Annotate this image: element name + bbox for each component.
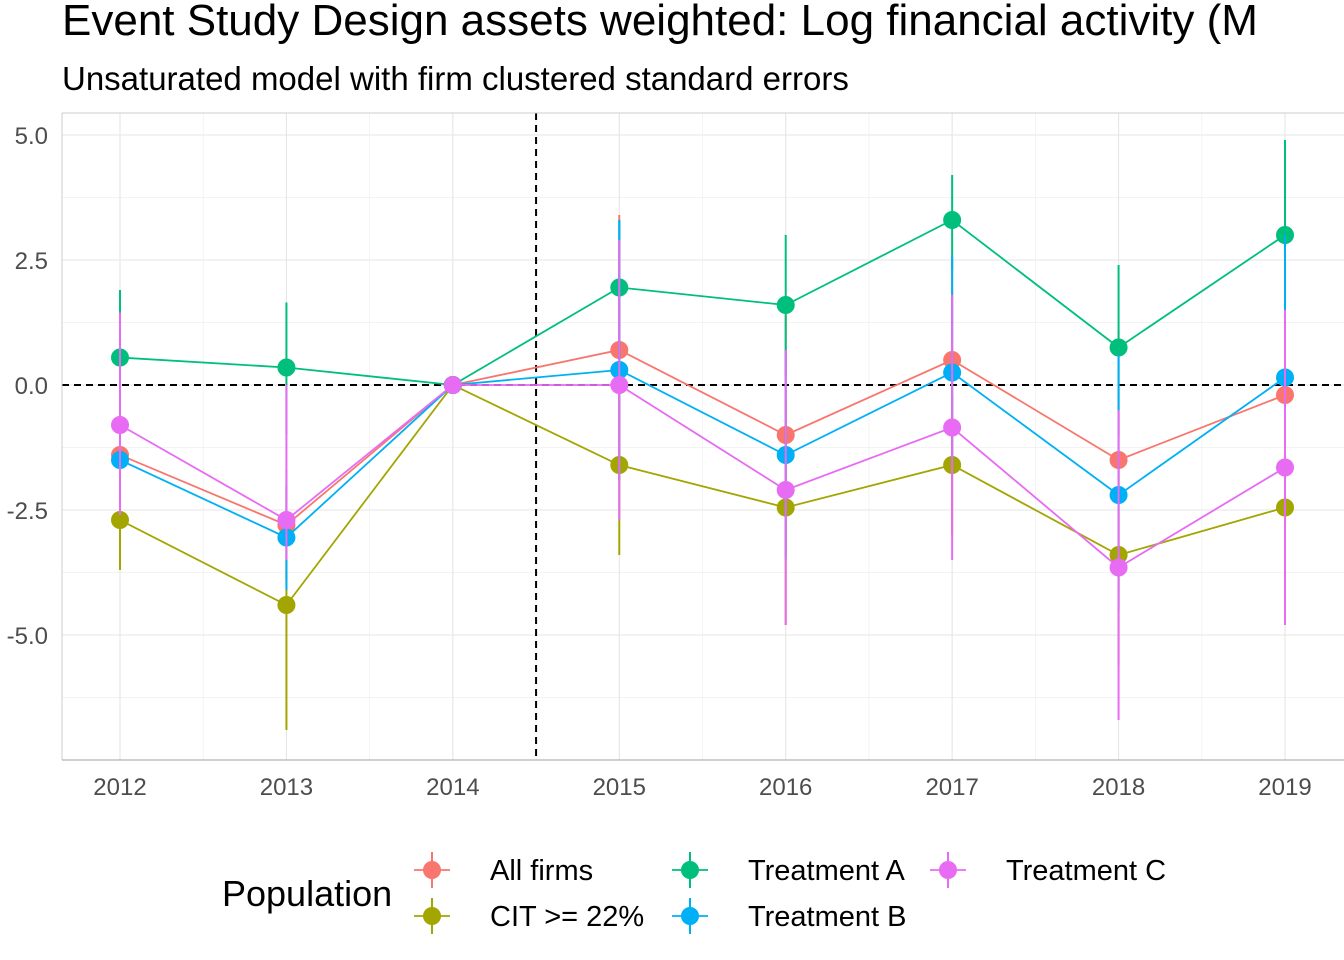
data-point [277, 358, 296, 377]
x-tick-label: 2016 [759, 774, 812, 801]
legend-key-point [681, 907, 699, 925]
legend-label: Treatment A [748, 855, 906, 887]
data-point [610, 376, 629, 394]
data-point [943, 418, 962, 437]
y-tick-label: 5.0 [15, 123, 48, 150]
data-point [277, 511, 296, 529]
panel-background [62, 113, 1344, 760]
x-tick-label: 2014 [426, 774, 479, 801]
reference-lines [62, 113, 1344, 760]
legend-key [414, 852, 450, 888]
data-point [443, 376, 462, 394]
legend-label: Treatment C [1006, 855, 1166, 887]
data-point [277, 596, 296, 614]
chart-title: Event Study Design assets weighted: Log … [62, 0, 1258, 45]
data-point [1109, 558, 1128, 577]
series-line [119, 384, 1286, 569]
legend-key-point [939, 861, 957, 879]
series-layer [111, 140, 1294, 730]
y-tick-label: 2.5 [15, 248, 48, 275]
legend: Population All firms CIT >= 22% Treatment … [222, 852, 1166, 934]
series-line [119, 369, 1286, 539]
axes: 5.0 2.5 0.0 -2.5 -5.0 2012 2013 2014 2015 2016 201… [7, 112, 1344, 801]
y-tick-label: 0.0 [15, 373, 48, 400]
data-point [1109, 338, 1128, 357]
legend-key-point [423, 861, 441, 879]
legend-key [672, 898, 708, 934]
series-line [119, 349, 1286, 527]
legend-label: All firms [490, 855, 593, 887]
x-tick-label: 2019 [1258, 774, 1311, 801]
legend-key [930, 852, 966, 888]
legend-label: Treatment B [748, 901, 906, 933]
series-line [119, 218, 1286, 386]
y-tick-label: -2.5 [7, 498, 48, 525]
y-tick-label: -5.0 [7, 623, 48, 650]
x-tick-label: 2013 [260, 774, 313, 801]
data-point [1276, 458, 1294, 477]
data-point [776, 481, 795, 499]
data-point [111, 416, 129, 434]
plot-panel [62, 113, 1344, 760]
data-point [111, 511, 129, 529]
legend-key [414, 898, 450, 934]
x-tick-label: 2012 [93, 774, 146, 801]
x-tick-label: 2018 [1092, 774, 1145, 801]
data-point [776, 296, 795, 314]
x-tick-label: 2017 [925, 774, 978, 801]
legend-key [672, 852, 708, 888]
x-tick-label: 2015 [593, 774, 646, 801]
legend-key-point [681, 861, 699, 879]
legend-key-point [423, 907, 441, 925]
legend-label: CIT >= 22% [490, 901, 644, 933]
series-group [111, 240, 1294, 720]
series-line [119, 383, 1286, 607]
legend-title: Population [222, 873, 392, 914]
data-point [943, 211, 962, 229]
chart-subtitle: Unsaturated model with firm clustered st… [62, 60, 849, 97]
